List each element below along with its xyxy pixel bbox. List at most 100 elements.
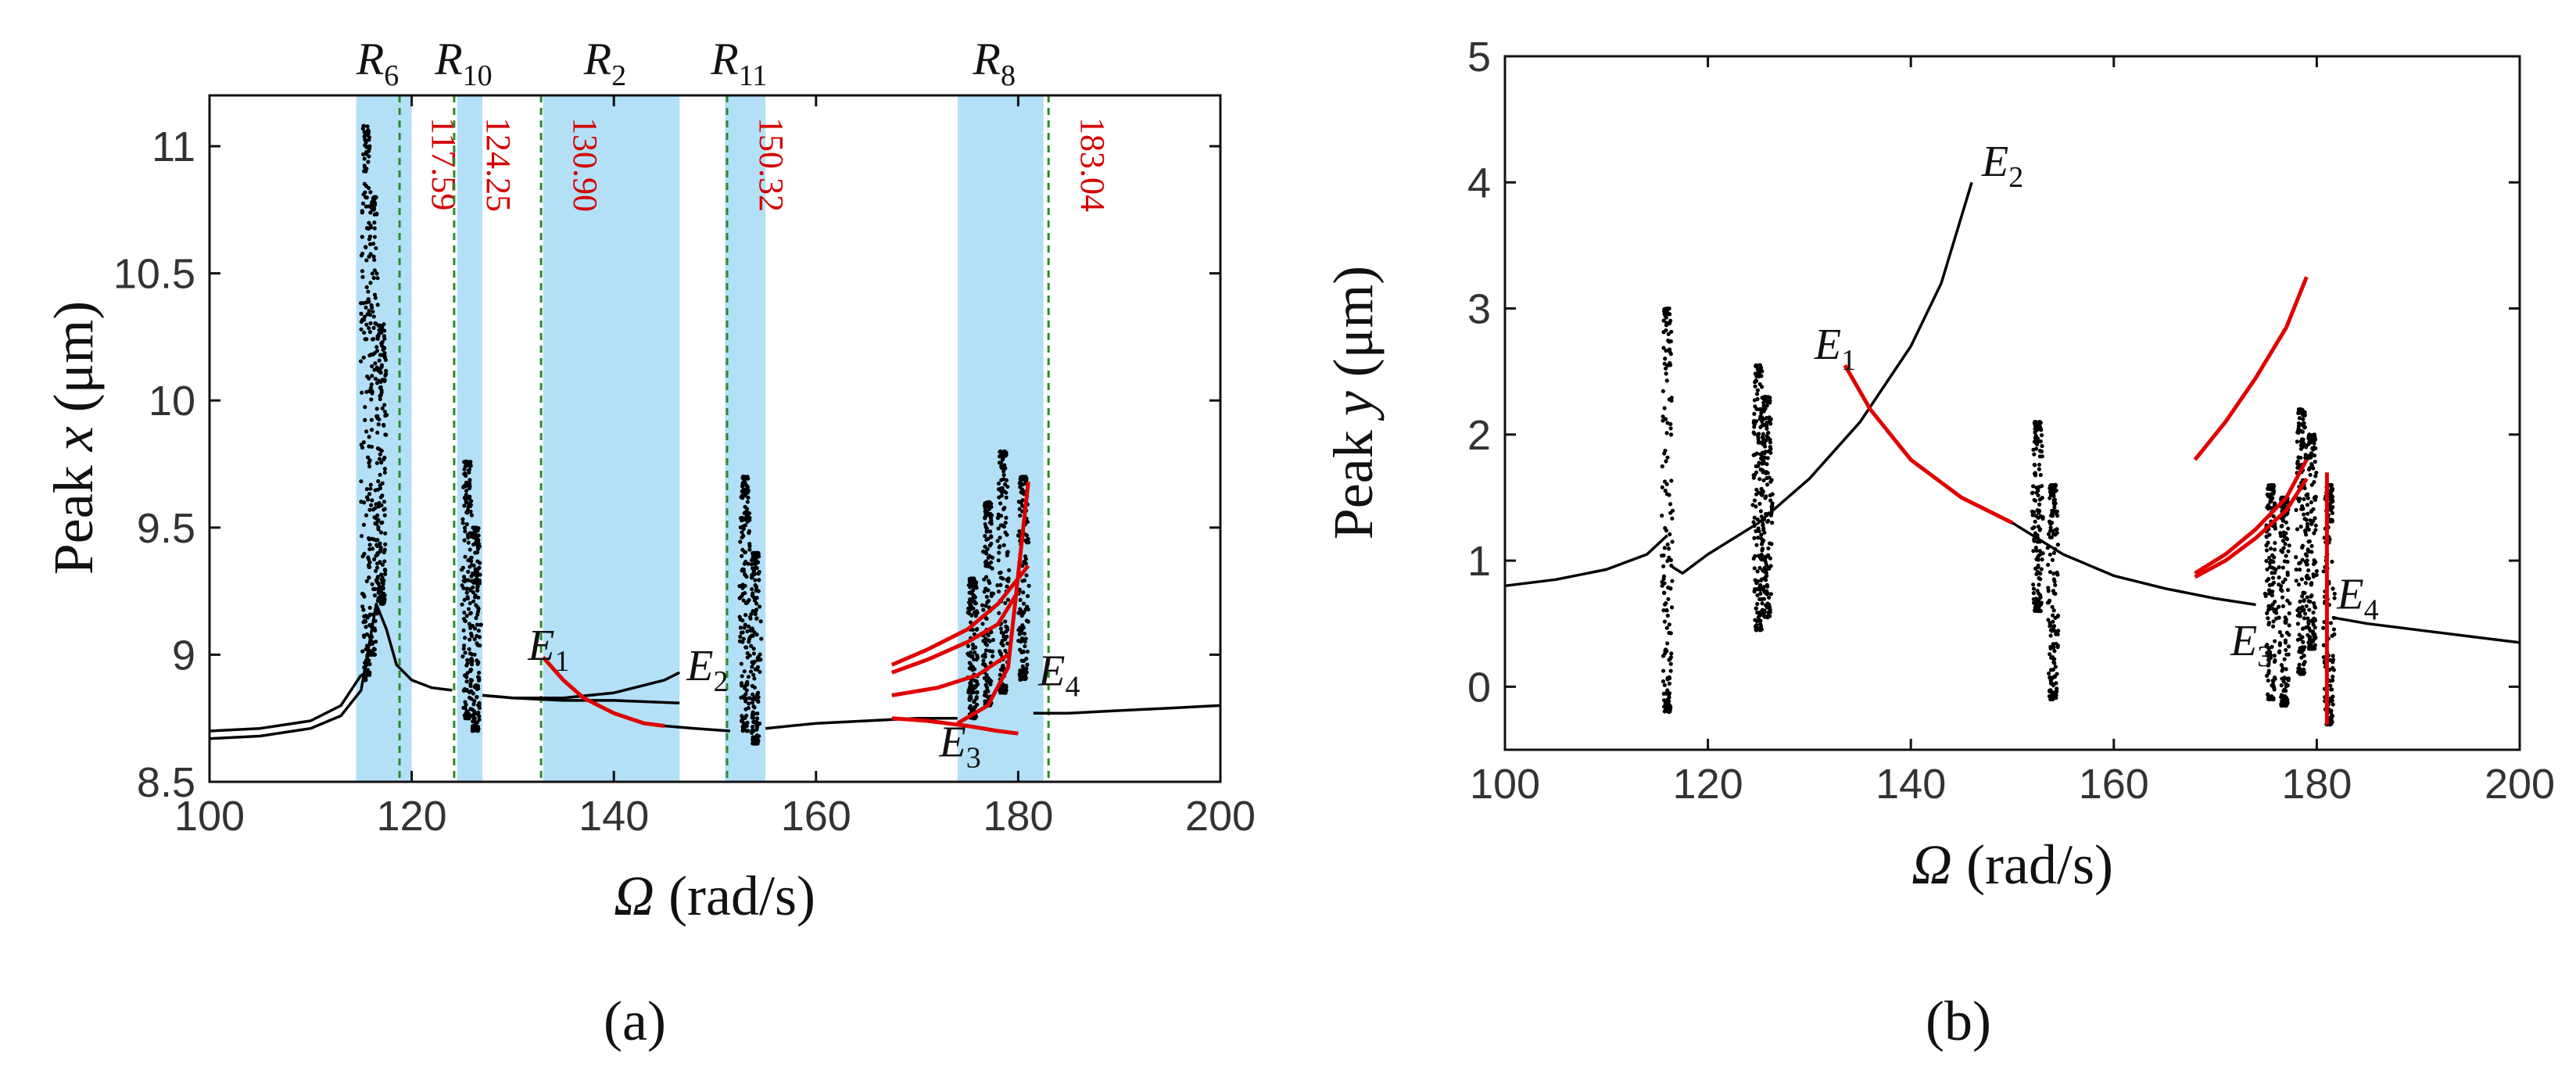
cloud-point xyxy=(463,650,468,655)
cloud-point xyxy=(2270,697,2274,701)
cloud-point xyxy=(995,515,1001,521)
cloud-point xyxy=(474,603,478,607)
cloud-point xyxy=(2284,647,2288,653)
cloud-point xyxy=(1021,590,1026,595)
cloud-point xyxy=(2277,649,2282,654)
cloud-point xyxy=(983,575,989,579)
cloud-point xyxy=(2295,527,2300,532)
cloud-point xyxy=(1770,520,1775,525)
cloud-point xyxy=(360,649,365,654)
cloud-point xyxy=(2271,679,2276,684)
cloud-point xyxy=(746,675,751,679)
x-tick-label: 180 xyxy=(983,793,1053,840)
cloud-point xyxy=(370,199,374,204)
cloud-point xyxy=(472,579,477,584)
cloud-point xyxy=(1005,584,1009,589)
cloud-point xyxy=(2302,486,2307,491)
cloud-point xyxy=(375,552,380,557)
cloud-point xyxy=(367,507,372,512)
cloud-point xyxy=(462,503,467,508)
cloud-point xyxy=(378,385,383,389)
cloud-point xyxy=(2048,623,2053,628)
cloud-point xyxy=(983,648,989,653)
cloud-point xyxy=(2330,518,2334,522)
cloud-point xyxy=(471,535,476,539)
cloud-point xyxy=(1755,569,1760,574)
cloud-point xyxy=(462,525,468,530)
cloud-point xyxy=(999,478,1004,482)
cloud-point xyxy=(748,628,753,632)
cloud-point xyxy=(371,325,376,331)
cloud-point xyxy=(745,476,750,481)
cloud-point xyxy=(741,636,746,641)
cloud-point xyxy=(376,525,381,529)
cloud-point xyxy=(2052,497,2058,502)
cloud-point xyxy=(1763,407,1768,411)
cloud-point xyxy=(372,652,378,658)
cloud-point xyxy=(2267,588,2272,593)
cloud-point xyxy=(1765,462,1769,467)
cloud-point xyxy=(1664,348,1668,353)
cloud-point xyxy=(2305,503,2310,507)
cloud-point xyxy=(2331,668,2336,672)
cloud-point xyxy=(2330,687,2334,692)
cloud-point xyxy=(2051,619,2055,624)
cloud-point xyxy=(370,271,374,276)
cloud-point xyxy=(361,355,366,360)
cloud-point xyxy=(998,575,1003,580)
cloud-point xyxy=(2037,571,2042,575)
cloud-point xyxy=(2032,452,2037,457)
cloud-point xyxy=(2300,604,2305,610)
cloud-point xyxy=(1761,588,1767,593)
cloud-point xyxy=(475,729,480,733)
cloud-point xyxy=(966,600,972,605)
cloud-point xyxy=(463,706,468,711)
cloud-point xyxy=(972,667,977,672)
cloud-point xyxy=(2306,599,2311,604)
cloud-point xyxy=(382,547,387,552)
cloud-point xyxy=(2301,437,2306,442)
cloud-point xyxy=(2301,647,2306,652)
cloud-point xyxy=(2331,658,2336,662)
cloud-point xyxy=(2306,632,2310,637)
cloud-point xyxy=(741,526,746,532)
b-annotations: E1 E2 E3 E4 xyxy=(1814,138,2379,673)
cloud-point xyxy=(2037,593,2043,597)
cloud-point xyxy=(465,596,471,601)
cloud-point xyxy=(2298,614,2302,618)
cloud-point xyxy=(2264,673,2270,678)
cloud-point xyxy=(2299,577,2304,582)
cloud-point xyxy=(2279,663,2284,668)
cloud-point xyxy=(755,665,761,670)
cloud-point xyxy=(470,725,475,729)
cloud-point xyxy=(2284,536,2289,541)
cloud-point xyxy=(2328,710,2334,715)
cloud-point xyxy=(379,448,384,453)
cloud-point xyxy=(990,566,994,571)
cloud-point xyxy=(2306,435,2311,441)
cloud-point xyxy=(460,602,464,607)
cloud-point xyxy=(1005,550,1010,555)
cloud-point xyxy=(365,130,370,134)
cloud-point xyxy=(466,569,471,574)
cloud-point xyxy=(743,523,748,528)
cloud-point xyxy=(382,507,386,512)
cloud-point xyxy=(377,599,382,604)
y-tick-label: 10.5 xyxy=(113,251,195,298)
cloud-point xyxy=(368,385,374,390)
cloud-point xyxy=(754,716,760,721)
cloud-point xyxy=(2330,511,2335,515)
cloud-point xyxy=(368,190,373,195)
cloud-point xyxy=(753,550,758,555)
cloud-point xyxy=(1662,312,1667,317)
cloud-point xyxy=(743,613,748,618)
cloud-point xyxy=(2046,589,2051,593)
cloud-point xyxy=(379,390,384,395)
cloud-point xyxy=(1022,631,1027,636)
cloud-point xyxy=(2266,503,2270,507)
cloud-point xyxy=(756,550,761,555)
cloud-point xyxy=(2278,531,2283,536)
cloud-point xyxy=(966,606,971,611)
cloud-point xyxy=(2301,421,2306,426)
cloud-point xyxy=(374,381,380,385)
